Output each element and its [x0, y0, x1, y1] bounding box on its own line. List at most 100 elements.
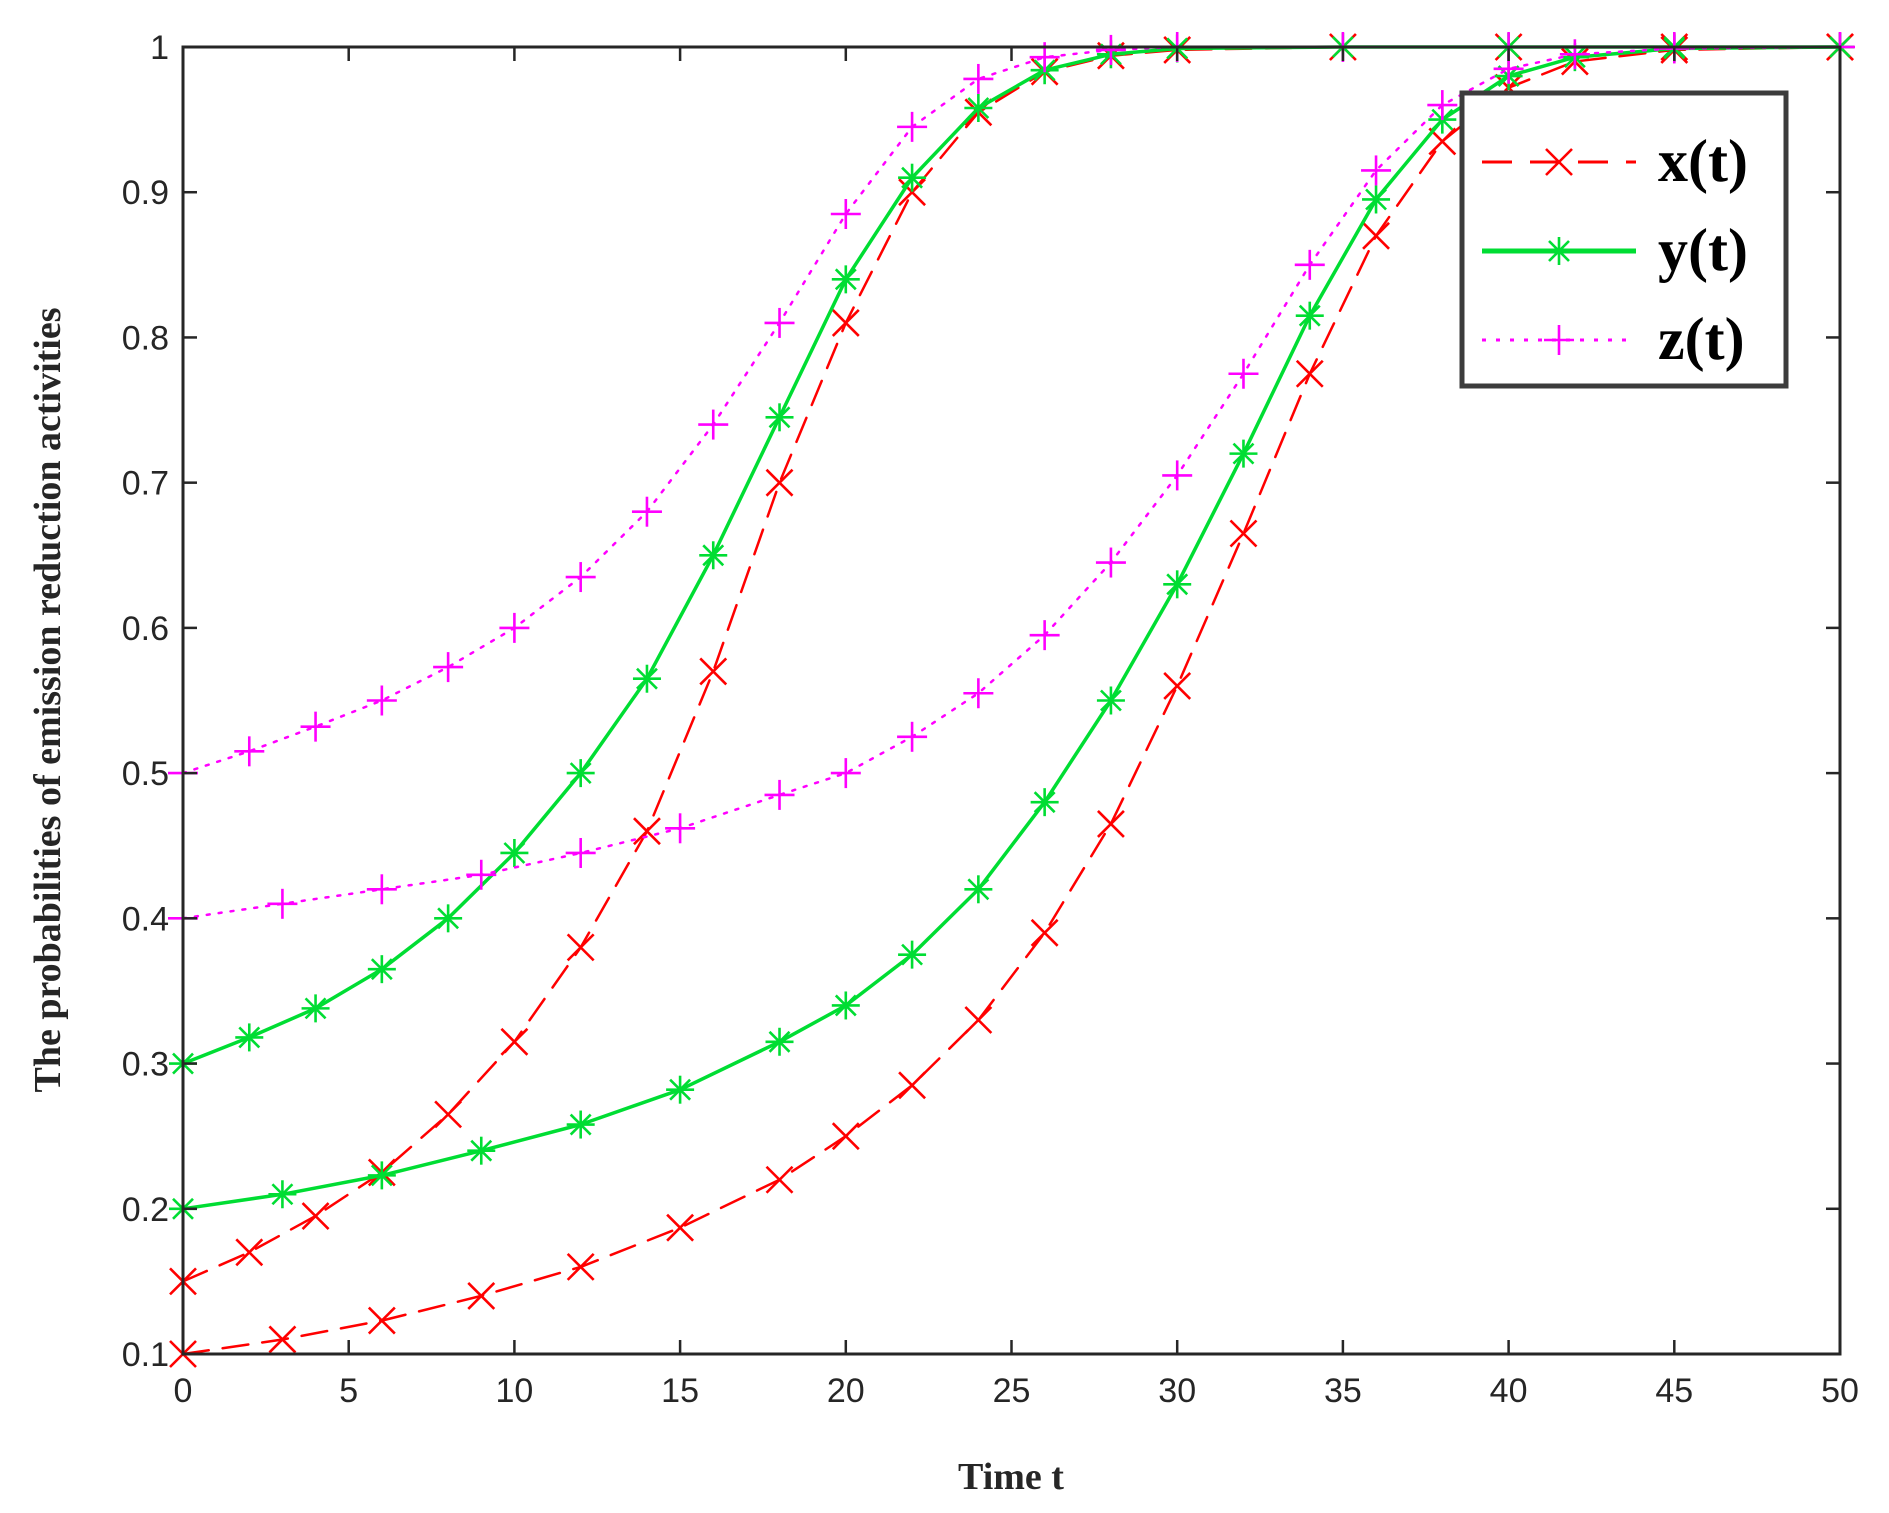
x-tick-label: 35 — [1324, 1372, 1362, 1410]
data-point-zt — [1162, 460, 1193, 491]
legend-marker-yt — [1545, 237, 1573, 265]
legend-label-y: y(t) — [1658, 217, 1748, 283]
y-tick-label: 0.8 — [122, 319, 169, 357]
y-tick-label: 0.5 — [122, 755, 169, 793]
marker-stroke — [834, 268, 857, 291]
legend-label-x: x(t) — [1658, 128, 1748, 194]
data-point-xt — [1030, 918, 1059, 947]
data-point-zt — [830, 199, 861, 230]
marker-stroke — [238, 1026, 261, 1049]
data-point-xt — [765, 468, 794, 497]
marker-stroke — [1232, 442, 1255, 465]
data-point-yt — [434, 904, 463, 933]
data-point-yt — [1163, 570, 1192, 599]
data-point-xt — [467, 1281, 496, 1310]
marker-stroke — [569, 1113, 592, 1136]
x-tick-label: 15 — [661, 1372, 699, 1410]
data-point-zt — [433, 652, 464, 683]
data-point-zt — [665, 813, 696, 844]
data-point-yt — [367, 1161, 396, 1190]
data-point-zt — [963, 678, 994, 709]
y-tick-label: 0.7 — [122, 465, 169, 503]
data-point-zt — [764, 307, 795, 338]
marker-stroke — [964, 1006, 993, 1034]
data-point-zt — [267, 888, 298, 919]
marker-stroke — [834, 994, 857, 1017]
marker-stroke — [569, 762, 592, 785]
marker-stroke — [768, 1030, 791, 1053]
y-tick-label: 1 — [150, 29, 169, 67]
data-point-yt — [1030, 788, 1059, 817]
data-point-zt — [631, 496, 662, 527]
marker-stroke — [367, 1306, 396, 1335]
marker-stroke — [898, 178, 926, 207]
marker-stroke — [271, 1183, 294, 1206]
data-point-zt — [1294, 249, 1325, 280]
data-point-zt — [698, 409, 729, 440]
marker-stroke — [301, 1202, 330, 1230]
data-point-zt — [897, 721, 928, 752]
data-point-xt — [1229, 519, 1258, 548]
data-point-yt — [699, 541, 728, 570]
data-point-zt — [764, 779, 795, 810]
x-tick-label: 5 — [339, 1372, 358, 1410]
data-point-xt — [235, 1238, 264, 1267]
data-point-xt — [1163, 672, 1192, 700]
data-point-zt — [466, 859, 497, 890]
data-point-yt — [831, 991, 860, 1020]
x-tick-label: 25 — [993, 1372, 1031, 1410]
data-point-yt — [964, 93, 993, 122]
legend-marker-xt — [1545, 148, 1573, 176]
marker-stroke — [434, 1100, 463, 1129]
y-tick-label: 0.4 — [122, 900, 169, 938]
data-point-yt — [566, 759, 595, 788]
data-point-zt — [1095, 34, 1126, 65]
data-point-zt — [830, 758, 861, 789]
legend-samples — [1482, 148, 1636, 355]
data-point-yt — [632, 664, 661, 693]
marker-stroke — [699, 657, 728, 686]
marker-stroke — [901, 166, 923, 189]
data-point-yt — [1362, 185, 1391, 214]
y-axis-title: The probabilities of emission reduction … — [27, 308, 69, 1093]
data-point-yt — [1229, 439, 1258, 468]
marker-stroke — [1033, 791, 1056, 814]
data-point-xt — [434, 1100, 463, 1129]
data-point-yt — [831, 265, 860, 294]
x-tick-label: 40 — [1490, 1372, 1528, 1410]
legend: x(t) y(t) z(t) — [1459, 90, 1789, 389]
x-tick-label: 45 — [1655, 1372, 1693, 1410]
marker-stroke — [702, 544, 725, 567]
data-point-xt — [831, 309, 860, 337]
data-point-zt — [565, 562, 596, 593]
data-point-yt — [898, 940, 927, 969]
data-point-xt — [699, 657, 728, 686]
marker-stroke — [470, 1139, 493, 1162]
data-point-xt — [765, 1165, 794, 1194]
marker-stroke — [633, 817, 661, 846]
marker-stroke — [1298, 304, 1321, 327]
data-point-yt — [235, 1023, 264, 1052]
data-point-zt — [1029, 620, 1060, 651]
x-tick-label: 50 — [1821, 1372, 1859, 1410]
y-tick-label: 0.3 — [122, 1046, 169, 1084]
marker-stroke — [765, 1165, 794, 1194]
y-tick-label: 0.6 — [122, 610, 169, 648]
marker-stroke — [636, 667, 658, 690]
marker-stroke — [669, 1078, 692, 1101]
marker-stroke — [370, 1164, 393, 1187]
data-point-yt — [367, 955, 396, 984]
data-point-xt — [666, 1213, 695, 1242]
y-tick-label: 0.9 — [122, 174, 169, 212]
data-point-zt — [963, 63, 994, 94]
marker-stroke — [1362, 221, 1390, 250]
data-point-yt — [268, 1180, 297, 1209]
marker-stroke — [1295, 359, 1324, 388]
marker-stroke — [967, 97, 990, 119]
data-point-xt — [831, 1122, 860, 1151]
marker-stroke — [1097, 810, 1125, 838]
data-point-xt — [898, 178, 926, 207]
data-point-yt — [1096, 686, 1125, 715]
data-point-yt — [898, 163, 927, 192]
marker-stroke — [370, 958, 393, 981]
